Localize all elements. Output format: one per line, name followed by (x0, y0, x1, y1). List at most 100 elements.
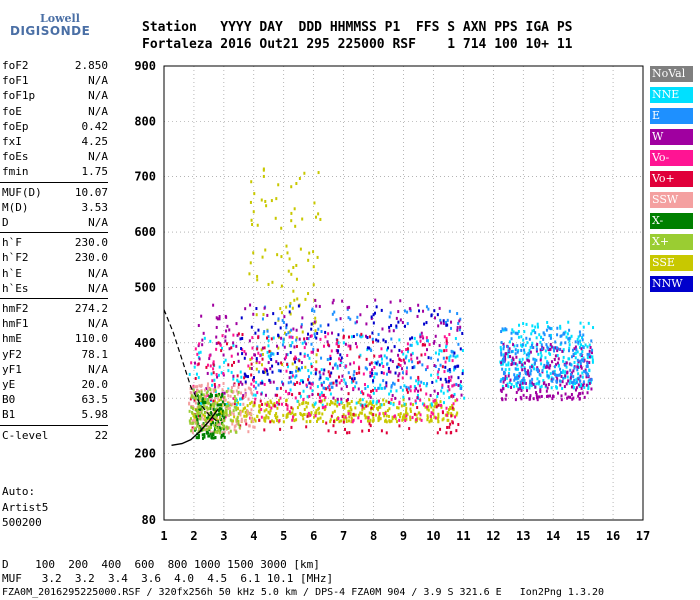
scatter-point (352, 373, 355, 377)
scatter-point (338, 357, 341, 361)
scatter-point (390, 337, 393, 341)
scatter-point (457, 364, 460, 368)
scatter-point (449, 354, 452, 358)
scatter-point (405, 385, 408, 389)
scatter-point (547, 394, 550, 398)
scatter-point (241, 348, 244, 352)
scatter-point (432, 408, 435, 412)
y-tick-label: 400 (134, 336, 156, 350)
scatter-point (548, 334, 551, 338)
scatter-point (404, 419, 407, 423)
scatter-point (405, 388, 408, 392)
scatter-point (570, 355, 573, 359)
scatter-point (344, 382, 347, 386)
scatter-point (441, 411, 444, 415)
scatter-point (338, 402, 341, 406)
scatter-point (528, 359, 531, 363)
scatter-point (345, 419, 348, 423)
scatter-point (417, 389, 420, 393)
scatter-point (348, 402, 351, 406)
scatter-point (192, 384, 195, 388)
scatter-point (574, 351, 577, 355)
scatter-point (216, 430, 219, 434)
scatter-point (305, 425, 308, 429)
scatter-point (511, 349, 514, 353)
scatter-point (370, 361, 373, 365)
scatter-point (259, 399, 262, 403)
scatter-point (221, 394, 224, 398)
scatter-point (349, 413, 352, 417)
scatter-point (254, 419, 257, 423)
scatter-point (200, 383, 203, 387)
param-value: N/A (88, 362, 108, 376)
scatter-point (291, 335, 294, 339)
scatter-point (195, 391, 198, 395)
scatter-point (378, 363, 381, 367)
scatter-point (395, 389, 398, 393)
scatter-point (249, 402, 252, 406)
scatter-point (345, 399, 348, 403)
scatter-point (588, 381, 591, 385)
scatter-point (366, 305, 369, 309)
scatter-point (556, 361, 559, 365)
scatter-point (575, 386, 578, 390)
scatter-point (279, 326, 282, 330)
param-row: h`F 230.0 (2, 235, 108, 250)
scatter-point (362, 392, 365, 396)
scatter-point (504, 352, 507, 356)
scatter-point (507, 363, 510, 367)
scatter-point (564, 341, 567, 345)
scatter-point (285, 326, 288, 330)
scatter-point (409, 409, 412, 413)
scatter-point (265, 403, 268, 407)
scatter-point (553, 369, 556, 373)
scatter-point (276, 415, 279, 419)
scatter-point (277, 317, 280, 321)
scatter-point (212, 371, 215, 375)
scatter-point (517, 375, 520, 379)
scatter-point (554, 340, 557, 344)
scatter-point (380, 308, 383, 312)
scatter-point (405, 370, 408, 374)
scatter-point (395, 420, 398, 424)
scatter-point (231, 402, 234, 406)
scatter-point (446, 389, 449, 393)
scatter-point (439, 377, 442, 381)
scatter-point (335, 349, 338, 353)
scatter-point (513, 344, 516, 348)
scatter-point (370, 348, 373, 352)
scatter-point (580, 366, 583, 370)
scatter-point (439, 400, 442, 404)
scatter-point (582, 380, 585, 384)
param-row: D N/A (2, 215, 108, 230)
scatter-point (250, 180, 253, 184)
scatter-point (568, 346, 571, 350)
scatter-point (220, 407, 223, 411)
scatter-point (565, 361, 568, 365)
scatter-point (204, 400, 207, 404)
scatter-point (315, 215, 318, 219)
scatter-point (319, 376, 322, 380)
scatter-point (194, 347, 197, 351)
scatter-point (345, 364, 348, 368)
scatter-point (338, 420, 341, 424)
scatter-point (448, 425, 451, 429)
scatter-point (347, 316, 350, 320)
scatter-point (310, 371, 313, 375)
scatter-point (256, 347, 259, 351)
scatter-point (399, 415, 402, 419)
scatter-point (379, 417, 382, 421)
scatter-point (427, 408, 430, 412)
legend-item-vo-: Vo- (650, 150, 693, 166)
scatter-point (251, 419, 254, 423)
scatter-point (325, 421, 328, 425)
scatter-point (222, 373, 225, 377)
scatter-point (348, 431, 351, 435)
scatter-point (392, 381, 395, 385)
scatter-point (419, 398, 422, 402)
scatter-point (537, 352, 540, 356)
scatter-point (314, 372, 317, 376)
scatter-point (257, 409, 260, 413)
trace-curve (171, 408, 219, 446)
scatter-point (310, 322, 313, 326)
